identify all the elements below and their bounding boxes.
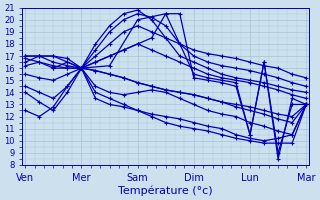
X-axis label: Température (°c): Température (°c) <box>118 185 213 196</box>
